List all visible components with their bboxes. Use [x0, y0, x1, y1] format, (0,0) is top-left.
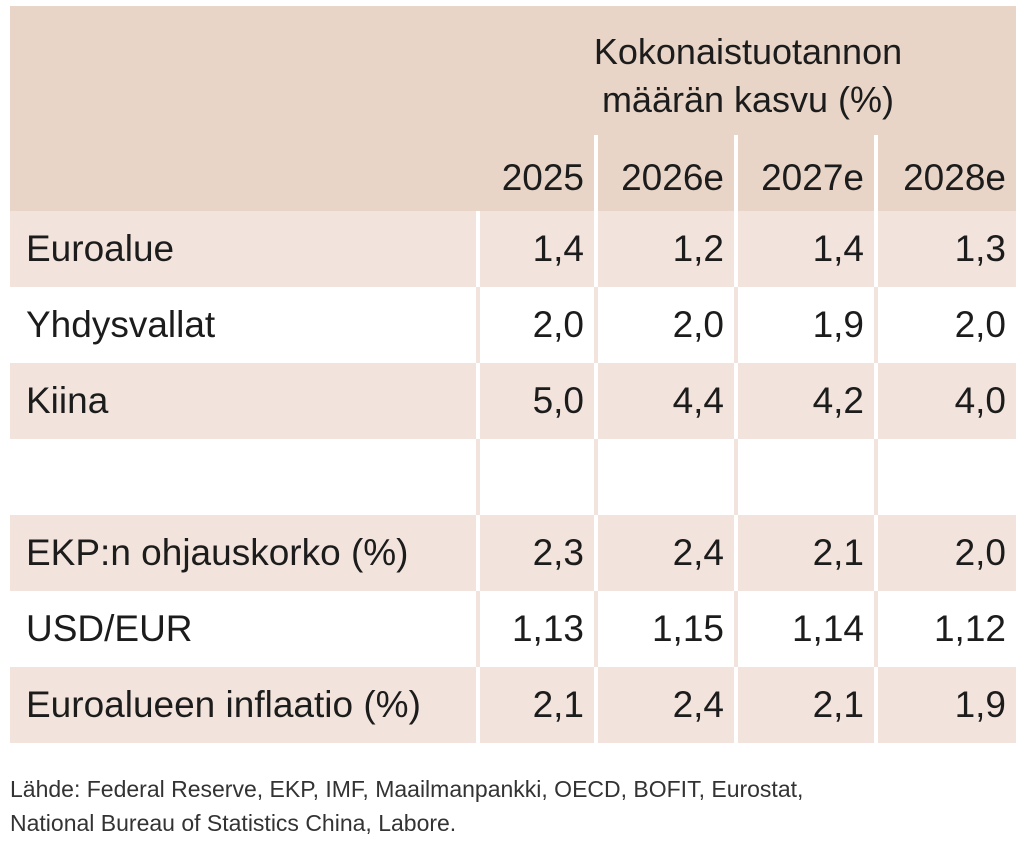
table-cell: 5,0: [532, 380, 584, 421]
table-cell: 1,15: [651, 608, 724, 649]
column-divider: [594, 591, 598, 667]
column-header-2026e: 2026e: [621, 157, 724, 198]
table-cell: 2,0: [954, 304, 1006, 345]
column-header-2025: 2025: [501, 157, 584, 198]
column-header-2028e: 2028e: [903, 157, 1006, 198]
column-divider: [874, 287, 878, 363]
table-row: [10, 439, 1016, 515]
table-cell: 2,0: [954, 532, 1006, 573]
table-cell: [878, 439, 1006, 515]
table-cell: 1,14: [791, 608, 864, 649]
column-divider: [594, 439, 598, 515]
column-divider: [874, 439, 878, 515]
column-divider: [594, 287, 598, 363]
row-label: Kiina: [26, 380, 109, 421]
row-label: EKP:n ohjauskorko (%): [26, 532, 409, 573]
table-cell: 1,9: [812, 304, 864, 345]
table-cell: 1,4: [532, 228, 584, 269]
column-divider: [734, 439, 738, 515]
table-row: Euroalue 1,4 1,2 1,4 1,3: [10, 211, 1016, 287]
table-cell: 4,2: [812, 380, 864, 421]
source-note: Lähde: Federal Reserve, EKP, IMF, Maailm…: [10, 772, 1010, 840]
table-row: Euroalueen inflaatio (%) 2,1 2,4 2,1 1,9: [10, 667, 1016, 743]
row-label: USD/EUR: [26, 608, 193, 649]
table-title: Kokonaistuotannon määrän kasvu (%): [480, 28, 1016, 124]
column-divider: [476, 439, 480, 515]
table-cell: 2,0: [532, 304, 584, 345]
table-cell: [738, 439, 864, 515]
table-cell: 1,12: [933, 608, 1006, 649]
table-cell: 1,13: [511, 608, 584, 649]
table-cell: 2,4: [672, 684, 724, 725]
title-line-1: Kokonaistuotannon: [593, 31, 903, 72]
table-row: Kiina 5,0 4,4 4,2 4,0: [10, 363, 1016, 439]
table-cell: 1,2: [672, 228, 724, 269]
table-cell: 1,4: [812, 228, 864, 269]
column-divider: [874, 591, 878, 667]
column-divider: [476, 591, 480, 667]
table-cell: 1,3: [954, 228, 1006, 269]
table-row: Yhdysvallat 2,0 2,0 1,9 2,0: [10, 287, 1016, 363]
row-label: Euroalue: [26, 228, 175, 269]
source-line-2: National Bureau of Statistics China, Lab…: [10, 810, 457, 836]
table-cell: 2,3: [532, 532, 584, 573]
table-cell: [598, 439, 724, 515]
table-cell: 4,4: [672, 380, 724, 421]
table-cell: 2,4: [672, 532, 724, 573]
title-line-2: määrän kasvu (%): [601, 79, 895, 120]
column-divider: [734, 591, 738, 667]
table-header: [10, 6, 1016, 211]
table-row: USD/EUR 1,13 1,15 1,14 1,12: [10, 591, 1016, 667]
column-header-2027e: 2027e: [761, 157, 864, 198]
source-line-1: Lähde: Federal Reserve, EKP, IMF, Maailm…: [10, 776, 804, 802]
table-cell: 1,9: [954, 684, 1006, 725]
column-divider: [476, 287, 480, 363]
table-row: EKP:n ohjauskorko (%) 2,3 2,4 2,1 2,0: [10, 515, 1016, 591]
table-cell: 2,1: [532, 684, 584, 725]
row-label: Yhdysvallat: [26, 304, 216, 345]
table-cell: [480, 439, 584, 515]
table-cell: 2,1: [812, 532, 864, 573]
table-cell: 2,1: [812, 684, 864, 725]
row-label: Euroalueen inflaatio (%): [26, 684, 421, 725]
table-cell: 4,0: [954, 380, 1006, 421]
table-cell: 2,0: [672, 304, 724, 345]
column-divider: [734, 287, 738, 363]
